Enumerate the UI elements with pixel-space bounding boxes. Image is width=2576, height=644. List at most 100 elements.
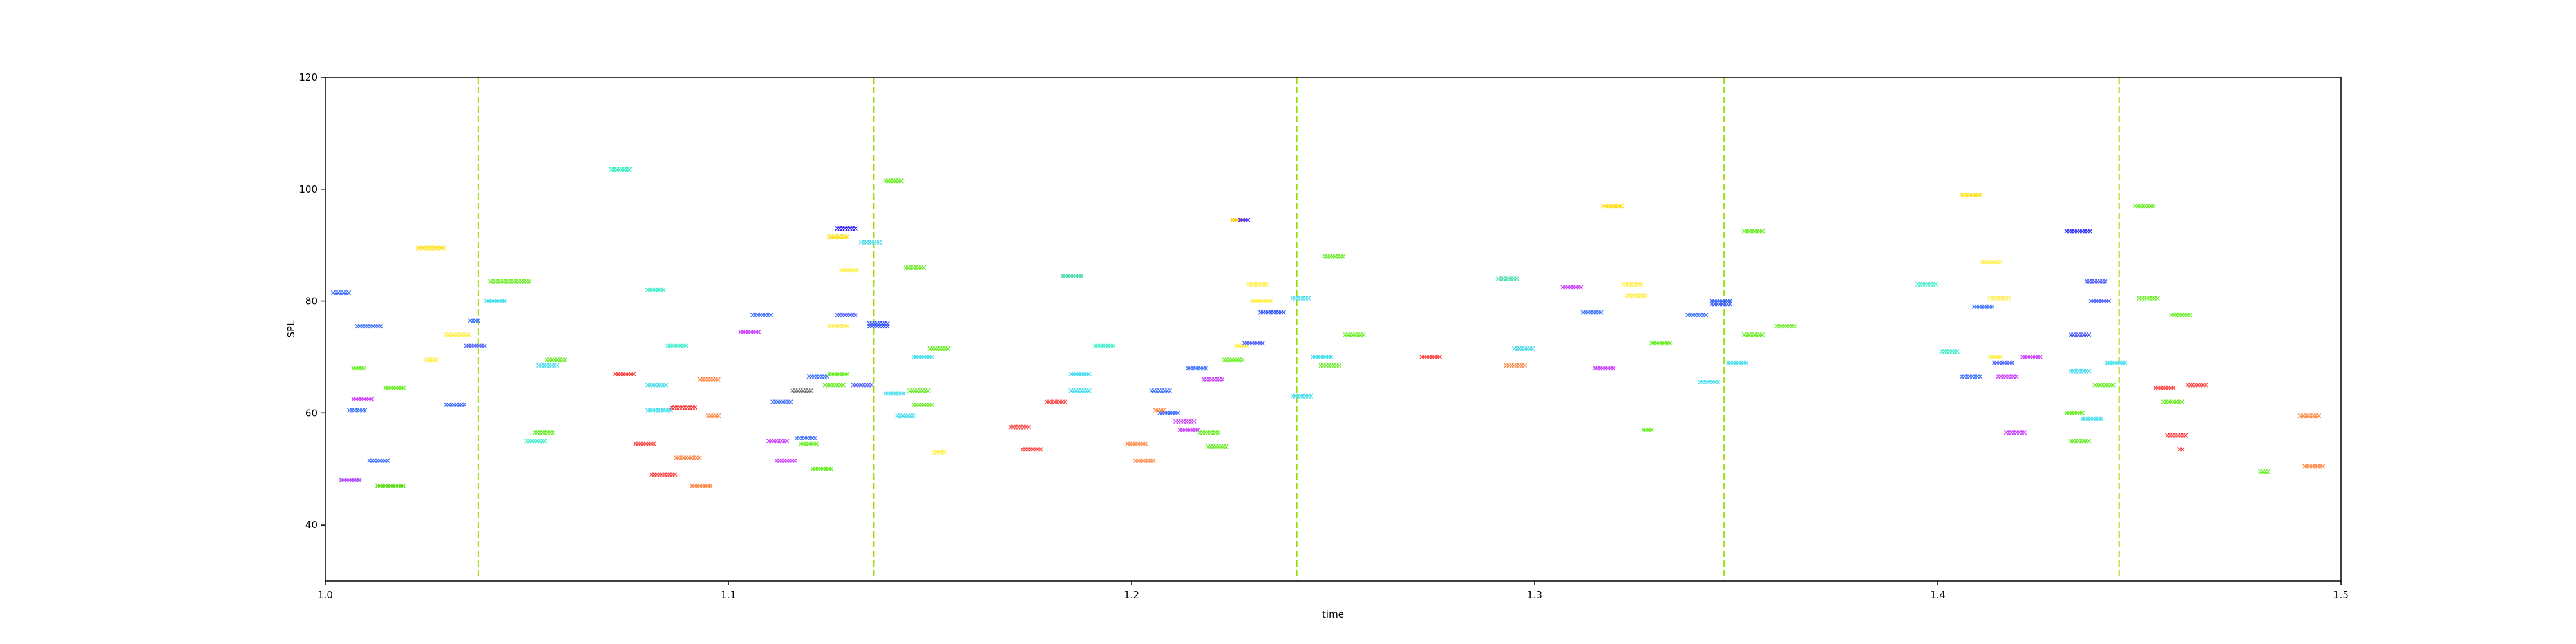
note-marker-run [1133,458,1156,463]
note-mark-91 [1290,393,1314,399]
note-marker-run [645,383,668,388]
note-mark-4 [351,366,366,371]
note-marker-run [2068,368,2092,374]
note-mark-61 [911,354,934,360]
note-mark-47 [822,383,846,388]
note-marker-run [1939,349,1960,354]
note-marker-run [697,377,721,382]
note-mark-59 [907,388,931,393]
note-mark-141 [2161,399,2184,404]
note-marker-run [1238,217,1251,223]
note-marker-run [468,318,481,323]
note-marker-run [1068,388,1092,393]
note-marker-run [346,408,368,413]
note-marker-run [423,357,439,363]
note-marker-run [665,343,688,348]
note-marker-run [895,413,916,419]
note-marker-run [1258,310,1287,315]
note-marker-run [355,323,383,329]
note-marker-run [649,472,677,477]
note-mark-30 [673,455,702,460]
note-mark-109 [1697,379,1721,385]
note-marker-run [826,371,850,377]
note-marker-run [851,383,874,388]
note-marker-run [798,441,819,446]
note-marker-run [1560,285,1584,290]
note-marker-run [867,323,890,329]
note-marker-run [1495,276,1519,281]
note-mark-119 [1959,374,1983,379]
note-marker-run [673,455,702,460]
note-mark-76 [1173,419,1197,424]
note-mark-130 [2064,410,2085,416]
note-mark-41 [798,441,819,446]
y-tick-label: 120 [299,71,317,83]
note-marker-run [1318,363,1341,368]
note-mark-5 [355,323,383,329]
note-marker-run [2258,469,2271,475]
note-mark-92 [1311,354,1334,360]
note-marker-run [1149,388,1172,393]
note-mark-68 [1068,371,1092,377]
note-mark-115 [1774,323,1797,329]
note-marker-run [774,458,797,463]
note-mark-33 [706,413,721,419]
data-marks [330,167,2325,488]
y-axis-label: SPL [285,320,297,338]
x-tick-label: 1.2 [1124,589,1139,601]
note-marker-run [1290,296,1311,301]
note-marker-run [927,346,951,352]
note-mark-132 [2068,368,2092,374]
note-marker-run [2064,229,2093,234]
note-marker-run [2177,447,2185,452]
note-marker-run [351,366,366,371]
note-marker-run [1068,371,1092,377]
note-marker-run [770,399,793,404]
note-mark-55 [883,178,904,184]
note-mark-63 [931,450,947,455]
note-mark-131 [2068,439,2092,444]
x-axis-label: time [1322,609,1344,620]
note-mark-28 [665,343,688,348]
note-mark-120 [1971,304,1995,309]
note-marker-run [1959,192,1983,198]
note-mark-62 [927,346,951,352]
note-marker-run [645,287,666,292]
note-mark-145 [2185,383,2208,388]
note-mark-137 [2105,360,2128,365]
note-mark-38 [774,458,797,463]
note-mark-78 [1185,366,1209,371]
note-mark-113 [1741,229,1765,234]
note-mark-87 [1245,281,1269,287]
note-marker-run [1641,427,1654,433]
note-mark-144 [2177,447,2185,452]
y-tick-label: 100 [299,184,317,195]
note-mark-147 [2298,413,2322,419]
note-mark-26 [645,408,674,413]
note-mark-88 [1250,298,1273,304]
note-mark-118 [1959,192,1983,198]
note-marker-run [883,391,906,396]
note-marker-run [1741,229,1765,234]
note-mark-93 [1318,363,1341,368]
note-marker-run [444,402,467,407]
note-mark-117 [1939,349,1960,354]
note-marker-run [2185,383,2208,388]
note-mark-65 [1020,447,1043,452]
note-marker-run [1915,281,1938,287]
note-mark-49 [835,312,858,317]
note-mark-121 [1980,260,2003,265]
note-mark-1 [339,477,362,483]
note-marker-run [2003,430,2027,435]
note-mark-50 [838,268,859,273]
note-mark-36 [766,439,790,444]
note-mark-74 [1157,410,1180,416]
note-marker-run [1649,341,1672,346]
note-mark-34 [738,329,761,335]
note-mark-77 [1177,427,1200,433]
note-marker-run [633,441,656,446]
note-mark-140 [2153,385,2176,390]
note-mark-11 [444,332,472,337]
note-marker-run [330,290,352,296]
note-marker-run [532,430,556,435]
